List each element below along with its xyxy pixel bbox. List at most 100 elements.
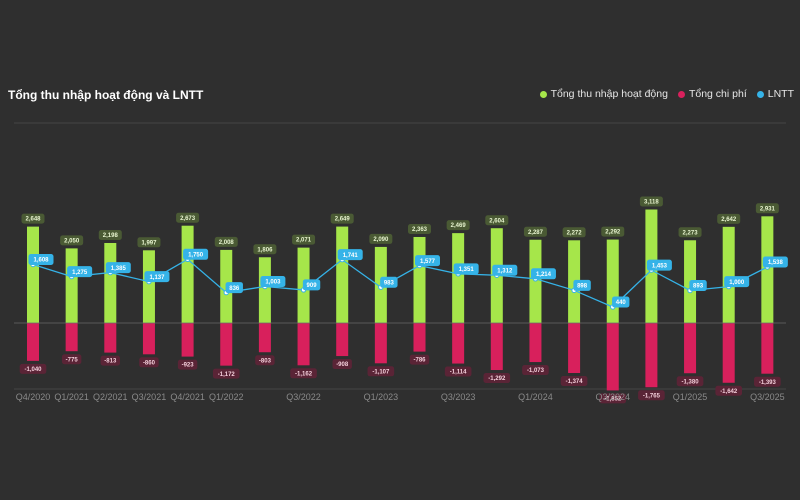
data-label-cost-bg <box>19 363 47 374</box>
data-label-income-bg <box>446 220 470 231</box>
bar-cost <box>452 323 465 364</box>
bar-cost <box>645 323 658 388</box>
data-label-cost-bg <box>332 359 352 370</box>
bar-income <box>336 226 349 323</box>
data-label-profit: 983 <box>384 280 395 286</box>
data-label-income: 2,273 <box>683 230 699 236</box>
data-label-income-bg <box>253 244 277 255</box>
x-tick-label: Q3/2023 <box>441 392 476 402</box>
data-label-cost: -786 <box>413 358 426 364</box>
data-label-profit: 1,351 <box>459 267 475 273</box>
data-label-profit-bg <box>453 263 479 275</box>
data-label-income: 2,287 <box>528 230 544 236</box>
data-label-profit-bg <box>689 279 707 291</box>
bar-cost <box>490 323 503 371</box>
bar-cost <box>104 323 117 353</box>
data-label-income-bg <box>60 235 84 246</box>
data-label-profit-bg <box>105 262 131 274</box>
data-label-cost-bg <box>483 373 511 384</box>
data-label-cost: -1,374 <box>566 379 584 385</box>
data-label-income: 2,604 <box>489 218 505 224</box>
data-label-income: 2,008 <box>219 240 235 246</box>
data-label-profit-bg <box>380 276 398 288</box>
bar-income <box>142 250 155 323</box>
data-label-cost-bg <box>715 385 742 396</box>
data-label-profit: 1,000 <box>729 280 745 286</box>
data-label-profit: 1,003 <box>265 280 281 286</box>
data-label-income: 2,469 <box>451 223 467 229</box>
data-label-cost: -1,114 <box>450 370 467 376</box>
data-label-cost: -1,765 <box>643 393 661 399</box>
bar-cost <box>761 323 774 374</box>
bar-cost <box>374 323 387 364</box>
data-label-cost-bg <box>212 368 240 379</box>
data-label-profit-bg <box>612 296 630 308</box>
x-tick-label: Q1/2024 <box>518 392 553 402</box>
data-label-profit-bg <box>724 276 750 288</box>
bar-cost <box>65 323 78 352</box>
data-label-cost-bg <box>367 366 395 377</box>
data-label-cost: -1,107 <box>372 369 390 375</box>
legend-item-cost[interactable]: Tổng chi phí <box>677 88 747 100</box>
data-label-income-bg <box>717 213 741 224</box>
bar-cost <box>181 323 194 357</box>
data-label-income: 3,118 <box>644 200 659 206</box>
bar-cost <box>220 323 233 366</box>
data-label-profit-bg <box>573 279 591 291</box>
legend-item-profit[interactable]: LNTT <box>756 88 794 100</box>
data-label-profit: 893 <box>693 284 704 290</box>
data-label-cost-bg <box>754 376 781 387</box>
data-label-income: 2,648 <box>25 217 41 223</box>
data-label-cost-bg <box>139 357 159 368</box>
legend-marker-cost <box>677 90 685 98</box>
bar-cost <box>27 323 39 361</box>
bar-cost <box>684 323 697 374</box>
data-label-income-bg <box>137 237 161 248</box>
data-label-income: 2,673 <box>180 216 196 222</box>
data-label-income-bg <box>369 233 393 244</box>
data-label-profit-bg <box>67 266 93 278</box>
data-label-income-bg <box>523 226 547 237</box>
data-label-income-bg <box>485 215 509 226</box>
data-label-income: 1,997 <box>141 240 157 246</box>
data-label-income-bg <box>678 227 702 238</box>
bar-income <box>181 225 194 323</box>
data-label-profit: 1,312 <box>497 268 513 274</box>
data-label-profit: 1,750 <box>188 253 204 259</box>
data-label-income: 2,050 <box>64 238 80 244</box>
data-label-cost: -1,292 <box>488 376 506 382</box>
bar-cost <box>258 323 271 353</box>
data-label-income-bg <box>21 213 45 224</box>
data-label-income: 2,090 <box>373 237 389 243</box>
data-label-cost: -923 <box>182 363 195 369</box>
data-label-profit: 440 <box>616 300 627 306</box>
x-tick-label: Q2/2021 <box>93 392 128 402</box>
legend-item-income[interactable]: Tổng thu nhập hoạt động <box>539 88 668 100</box>
bar-income <box>65 248 78 323</box>
data-label-cost-bg <box>599 393 627 404</box>
bar-income <box>452 233 465 323</box>
x-tick-label: Q3/2021 <box>132 392 167 402</box>
bar-cost <box>297 323 310 366</box>
data-label-profit-bg <box>762 256 788 268</box>
bar-cost <box>568 323 581 374</box>
data-label-cost-bg <box>255 355 275 366</box>
data-label-income-bg <box>408 223 431 234</box>
data-label-profit: 1,577 <box>420 259 436 265</box>
data-label-income: 1,806 <box>257 247 273 253</box>
x-tick-label: Q3/2025 <box>750 392 785 402</box>
chart-title: Tổng thu nhập hoạt động và LNTT <box>8 88 204 102</box>
data-label-profit-bg <box>337 249 363 261</box>
data-label-cost: -1,393 <box>759 380 777 386</box>
data-label-cost: -803 <box>259 358 272 364</box>
data-label-profit-bg <box>225 282 243 294</box>
bar-cost <box>413 323 426 352</box>
x-tick-label: Q1/2025 <box>673 392 708 402</box>
data-label-profit-bg <box>28 253 54 265</box>
legend-marker-income <box>539 90 547 98</box>
data-label-cost: -908 <box>336 362 349 368</box>
data-label-cost: -1,172 <box>218 372 236 378</box>
data-label-profit: 909 <box>307 283 318 289</box>
data-label-profit: 1,137 <box>149 275 165 281</box>
